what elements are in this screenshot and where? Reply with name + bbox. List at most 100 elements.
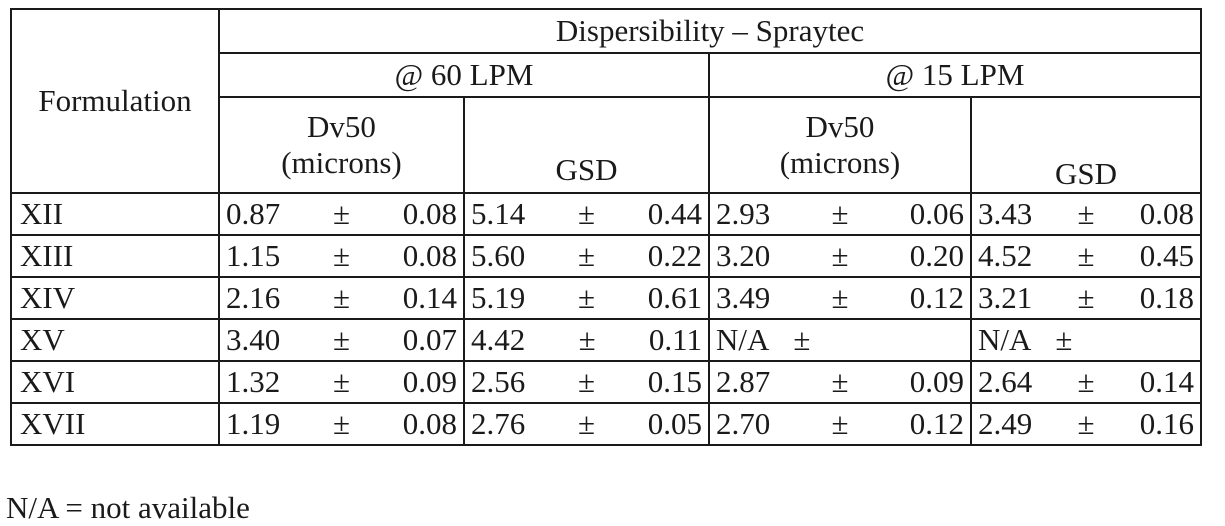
mean-value: 3.40 bbox=[226, 322, 280, 358]
sd-value: 0.61 bbox=[648, 280, 702, 316]
mean-value: 5.60 bbox=[471, 238, 525, 274]
dv50-60-cell: 1.32±0.09 bbox=[219, 361, 464, 403]
sd-value: 0.09 bbox=[403, 364, 457, 400]
mean-value: 2.76 bbox=[471, 406, 525, 442]
dv50-15-header: Dv50 (microns) bbox=[709, 97, 971, 193]
mean-value: 2.56 bbox=[471, 364, 525, 400]
dv50-label: Dv50 bbox=[710, 109, 970, 145]
sd-value: 0.08 bbox=[403, 238, 457, 274]
dv50-60-cell: 0.87±0.08 bbox=[219, 193, 464, 235]
gsd-15-cell: 2.49±0.16 bbox=[971, 403, 1201, 445]
plus-minus-sign: ± bbox=[1032, 280, 1140, 316]
plus-minus-sign: ± bbox=[280, 196, 403, 232]
gsd-60-cell: 4.42±0.11 bbox=[464, 319, 709, 361]
sd-value: 0.07 bbox=[403, 322, 457, 358]
gsd-60-cell: 5.60±0.22 bbox=[464, 235, 709, 277]
formulation-name: XII bbox=[11, 193, 219, 235]
table-row: XIII1.15±0.085.60±0.223.20±0.204.52±0.45 bbox=[11, 235, 1201, 277]
plus-minus-sign: ± bbox=[525, 238, 648, 274]
plus-minus-sign: ± bbox=[525, 406, 648, 442]
dv50-60-cell: 1.19±0.08 bbox=[219, 403, 464, 445]
dv50-15-cell: 2.70±0.12 bbox=[709, 403, 971, 445]
dv50-60-cell: 1.15±0.08 bbox=[219, 235, 464, 277]
table-row: XIV2.16±0.145.19±0.613.49±0.123.21±0.18 bbox=[11, 277, 1201, 319]
formulation-header: Formulation bbox=[11, 9, 219, 193]
sd-value: 0.08 bbox=[403, 406, 457, 442]
sd-value: 0.08 bbox=[1140, 196, 1194, 232]
plus-minus-sign: ± bbox=[1032, 406, 1140, 442]
mean-value: 1.15 bbox=[226, 238, 280, 274]
plus-minus-sign: ± bbox=[280, 238, 403, 274]
gsd-60-header: GSD bbox=[464, 97, 709, 193]
plus-minus-sign: ± bbox=[770, 196, 910, 232]
mean-value: 3.21 bbox=[978, 280, 1032, 316]
sd-value: 0.11 bbox=[649, 322, 702, 358]
gsd-15-cell: 4.52±0.45 bbox=[971, 235, 1201, 277]
mean-value: 2.16 bbox=[226, 280, 280, 316]
gsd-15-header: GSD bbox=[971, 97, 1201, 193]
gsd-15-cell: N/A± bbox=[971, 319, 1201, 361]
formulation-name: XVI bbox=[11, 361, 219, 403]
mean-value: 1.32 bbox=[226, 364, 280, 400]
formulation-name: XIII bbox=[11, 235, 219, 277]
sd-value: 0.05 bbox=[648, 406, 702, 442]
sd-value: 0.16 bbox=[1140, 406, 1194, 442]
mean-value: 3.20 bbox=[716, 238, 770, 274]
dv50-label: Dv50 bbox=[220, 109, 463, 145]
mean-value: 5.14 bbox=[471, 196, 525, 232]
formulation-name: XVII bbox=[11, 403, 219, 445]
sd-value: 0.06 bbox=[910, 196, 964, 232]
sd-value: 0.09 bbox=[910, 364, 964, 400]
plus-minus-sign: ± bbox=[770, 364, 910, 400]
mean-value: 2.64 bbox=[978, 364, 1032, 400]
gsd-15-cell: 3.43±0.08 bbox=[971, 193, 1201, 235]
table-row: XVII1.19±0.082.76±0.052.70±0.122.49±0.16 bbox=[11, 403, 1201, 445]
mean-value: 0.87 bbox=[226, 196, 280, 232]
gsd-60-cell: 5.19±0.61 bbox=[464, 277, 709, 319]
plus-minus-sign: ± bbox=[1032, 238, 1140, 274]
gsd-60-cell: 5.14±0.44 bbox=[464, 193, 709, 235]
mean-value: 2.93 bbox=[716, 196, 770, 232]
mean-value: 4.42 bbox=[471, 322, 525, 358]
dv50-15-cell: N/A± bbox=[709, 319, 971, 361]
gsd-15-cell: 2.64±0.14 bbox=[971, 361, 1201, 403]
dv50-unit: (microns) bbox=[710, 145, 970, 181]
flow-15-header: @ 15 LPM bbox=[709, 53, 1201, 97]
gsd-60-cell: 2.56±0.15 bbox=[464, 361, 709, 403]
plus-minus-sign: ± bbox=[770, 280, 910, 316]
plus-minus-sign: ± bbox=[525, 364, 648, 400]
mean-value: 2.70 bbox=[716, 406, 770, 442]
dv50-15-cell: 3.20±0.20 bbox=[709, 235, 971, 277]
dispersibility-table: Formulation Dispersibility – Spraytec @ … bbox=[10, 8, 1202, 446]
plus-minus-sign: ± bbox=[1032, 364, 1140, 400]
sd-value: 0.20 bbox=[910, 238, 964, 274]
mean-value: N/A bbox=[978, 322, 1031, 358]
plus-minus-sign: ± bbox=[280, 406, 403, 442]
plus-minus-sign: ± bbox=[525, 322, 649, 358]
mean-value: 2.87 bbox=[716, 364, 770, 400]
plus-minus-sign: ± bbox=[770, 238, 910, 274]
plus-minus-sign: ± bbox=[280, 280, 403, 316]
sd-value: 0.44 bbox=[648, 196, 702, 232]
sd-value: 0.45 bbox=[1140, 238, 1194, 274]
flow-60-header: @ 60 LPM bbox=[219, 53, 709, 97]
plus-minus-sign: ± bbox=[525, 280, 648, 316]
mean-value: 3.43 bbox=[978, 196, 1032, 232]
gsd-15-cell: 3.21±0.18 bbox=[971, 277, 1201, 319]
plus-minus-sign: ± bbox=[770, 406, 910, 442]
mean-value: 3.49 bbox=[716, 280, 770, 316]
dv50-60-cell: 2.16±0.14 bbox=[219, 277, 464, 319]
sd-value: 0.12 bbox=[910, 280, 964, 316]
mean-value: 2.49 bbox=[978, 406, 1032, 442]
sd-value: 0.14 bbox=[403, 280, 457, 316]
dv50-unit: (microns) bbox=[220, 145, 463, 181]
sd-value: 0.12 bbox=[910, 406, 964, 442]
sd-value: 0.08 bbox=[403, 196, 457, 232]
sd-value: 0.22 bbox=[648, 238, 702, 274]
table-row: XV3.40±0.074.42±0.11N/A±N/A± bbox=[11, 319, 1201, 361]
plus-minus-sign: ± bbox=[793, 322, 810, 358]
sd-value: 0.14 bbox=[1140, 364, 1194, 400]
footnote: N/A = not available bbox=[6, 490, 250, 526]
plus-minus-sign: ± bbox=[1032, 196, 1140, 232]
dv50-15-cell: 2.93±0.06 bbox=[709, 193, 971, 235]
